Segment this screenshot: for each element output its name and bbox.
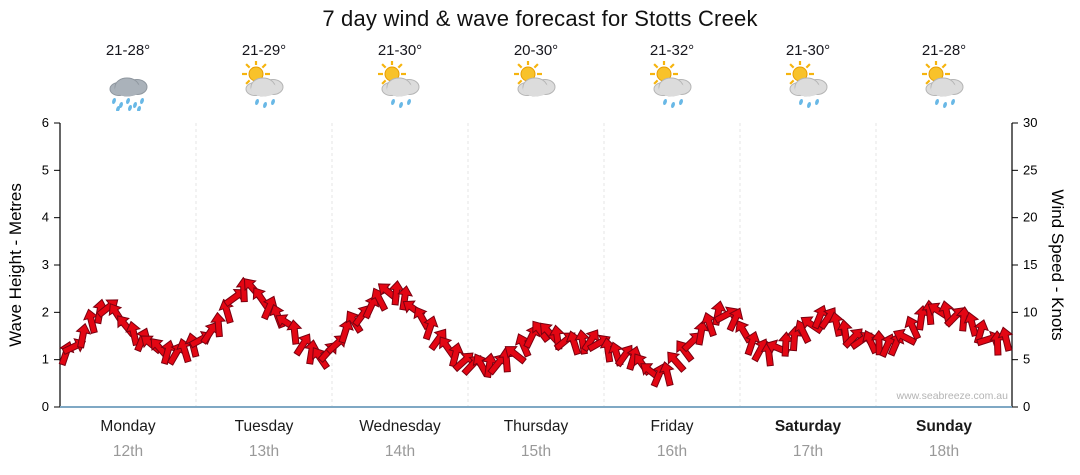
cloud-icon [517,77,556,97]
weather-icon-sun-cloud-rain [650,60,692,109]
raindrops-icon [112,97,144,113]
day-label: Saturday [774,418,842,435]
y-axis-tick-left: 6 [42,115,49,130]
weather-icon-sun-cloud-rain [922,60,964,109]
temp-range: 21-28° [105,42,151,59]
y-axis-label-wave-height: Wave Height - Metres [6,183,25,347]
weather-icon-sun-cloud-rain [378,60,420,109]
wind-arrow [828,311,844,337]
wind-arrow [997,326,1014,352]
raindrops-icon [255,98,275,109]
date-label: 14th [384,443,416,460]
wind-arrow [504,346,527,365]
weather-icon-sun-cloud [514,60,556,97]
watermark: www.seabreeze.com.au [896,390,1008,402]
wind-arrow [338,318,354,344]
wind-arrow [693,320,710,346]
date-label: 15th [520,443,552,460]
wind-arrow-band [58,276,1014,388]
forecast-day-column: 21-28° [60,42,196,116]
cloud-icon [789,77,828,97]
date-label: 16th [656,443,688,460]
temp-range: 21-30° [377,42,423,59]
raindrops-icon [799,98,819,109]
wind-arrow [667,351,687,373]
wind-arrow [800,316,824,335]
y-axis-tick-left: 4 [42,210,49,225]
weather-icon-wrap [372,60,428,116]
date-label: 17th [792,443,824,460]
y-axis-tick-right: 10 [1023,304,1037,319]
wind-arrow [786,325,803,352]
forecast-day-column: 21-32° [604,42,740,116]
wind-arrow [726,307,744,333]
sun-icon [786,60,814,88]
y-axis-tick-right: 5 [1023,352,1030,367]
cloud-icon [925,77,964,97]
raindrops-icon [391,98,411,109]
weather-icon-wrap [100,61,156,116]
raindrops-icon [935,98,955,109]
weather-icon-sun-cloud-rain [242,60,284,109]
y-axis-tick-right: 20 [1023,210,1037,225]
wind-arrow [963,311,980,337]
weather-icon-wrap [780,60,836,116]
cloud-icon [109,77,148,97]
day-label: Monday [100,418,156,435]
forecast-day-column: 21-29° [196,42,332,116]
weather-icon-rain [109,77,148,113]
page-title: 7 day wind & wave forecast for Stotts Cr… [322,6,758,31]
wind-arrow [422,315,439,341]
y-axis-tick-right: 0 [1023,399,1030,414]
weather-icon-wrap [644,60,700,116]
wind-arrow [658,361,675,387]
day-label: Tuesday [234,418,294,435]
temp-range: 20-30° [513,42,559,59]
wind-arrow [210,311,227,338]
day-label: Sunday [916,418,972,435]
weather-icon-sun-cloud-rain [786,60,828,109]
wind-arrow [362,294,380,320]
y-axis-tick-left: 1 [42,352,49,367]
temp-range: 21-30° [785,42,831,59]
day-label: Thursday [503,418,569,435]
weather-icon-wrap [916,60,972,116]
day-label: Wednesday [359,418,441,435]
y-axis-tick-left: 5 [42,162,49,177]
y-axis-tick-right: 30 [1023,115,1037,130]
wind-arrow [286,319,303,345]
y-axis-tick-right: 25 [1023,162,1037,177]
forecast-day-column: 21-30° [740,42,876,116]
wind-arrow [75,322,92,349]
y-axis-tick-left: 2 [42,304,49,319]
date-label: 12th [112,443,144,460]
temp-range: 21-28° [921,42,967,59]
cloud-icon [381,77,420,97]
y-axis-tick-right: 15 [1023,257,1037,272]
weather-icon-wrap [508,60,564,116]
cloud-icon [653,77,692,97]
wind-arrow [448,342,464,368]
forecast-day-column: 21-28° [876,42,1012,116]
wind-arrow [397,285,414,311]
wind-arrow [893,328,918,346]
y-axis-tick-left: 3 [42,257,49,272]
forecast-day-column: 20-30° [468,42,604,116]
date-label: 13th [248,443,280,460]
y-axis-tick-left: 0 [42,399,49,414]
temp-range: 21-29° [241,42,287,59]
forecast-day-column: 21-30° [332,42,468,116]
wind-arrow [371,287,389,312]
cloud-icon [245,77,284,97]
y-axis-label-wind-speed: Wind Speed - Knots [1048,189,1067,341]
temp-range: 21-32° [649,42,695,59]
wind-arrow [218,298,234,324]
weather-icon-wrap [236,60,292,116]
raindrops-icon [663,98,683,109]
day-label: Friday [650,418,694,435]
date-label: 18th [928,443,960,460]
